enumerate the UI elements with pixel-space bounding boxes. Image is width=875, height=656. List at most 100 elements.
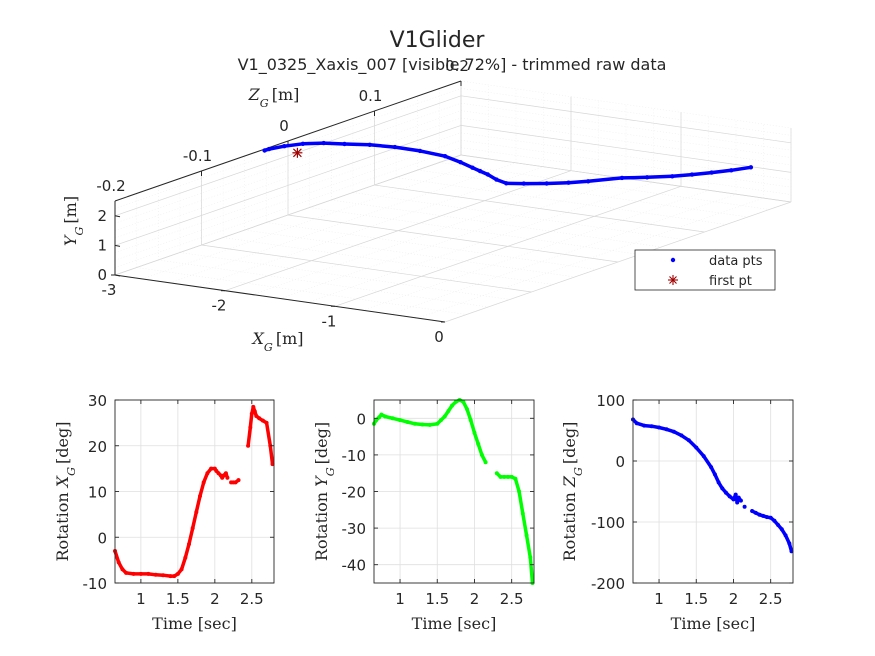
data-point-trail	[586, 176, 624, 184]
data-point	[657, 425, 661, 430]
y-tick-label: -20	[342, 484, 367, 502]
data-point	[528, 555, 533, 560]
data-point	[450, 403, 455, 408]
data-point	[198, 494, 202, 499]
data-point	[738, 498, 743, 503]
x-tick-label: 2.5	[240, 590, 264, 608]
grid-line	[114, 125, 462, 246]
data-point	[649, 424, 654, 429]
x-tick-label: 0	[434, 328, 444, 346]
data-point	[172, 574, 177, 579]
y-tick-label: -200	[591, 575, 625, 593]
data-point	[248, 425, 253, 430]
data-point	[483, 460, 488, 465]
data-point	[187, 542, 191, 547]
data-point-trail	[342, 142, 372, 147]
data-point	[225, 475, 230, 480]
data-point	[138, 571, 143, 576]
y-axis-label: Rotation XG[deg]	[53, 422, 78, 562]
data-point	[453, 399, 458, 404]
data-point	[779, 527, 784, 532]
trajectory-3d-legend: data pts first pt	[634, 249, 776, 291]
x-tick-label: 2	[470, 590, 480, 608]
data-point	[262, 148, 267, 153]
grid-line	[460, 125, 792, 173]
x-tick-label: 2.5	[759, 590, 783, 608]
data-point-trail	[670, 172, 694, 179]
data-point	[442, 414, 447, 419]
plot-area	[633, 400, 793, 583]
y-tick	[114, 274, 121, 277]
data-point	[420, 422, 425, 427]
x-tick-label: 1.5	[166, 590, 190, 608]
data-point	[720, 486, 725, 491]
data-point	[468, 418, 473, 423]
x-tick-label: 2.5	[500, 590, 524, 608]
data-point	[735, 500, 740, 505]
rotation-y-plot: 1 1.5 2 2.5 -40 -30 -20 -10 0 Time [sec] Rotation …	[312, 398, 535, 633]
z-tick-label: 0	[279, 117, 289, 135]
data-point	[524, 533, 529, 538]
data-point-trail	[321, 141, 347, 146]
data-point	[765, 515, 769, 520]
data-point	[472, 430, 477, 435]
grid-line	[114, 154, 462, 276]
data-point	[379, 412, 384, 417]
data-point-trail	[645, 174, 675, 180]
data-point	[427, 422, 432, 427]
data-point	[254, 414, 259, 418]
y-tick-label: -30	[342, 520, 367, 538]
data-point	[502, 474, 507, 479]
data-point	[709, 465, 714, 470]
data-point	[506, 474, 510, 479]
data-point	[249, 411, 254, 416]
legend-asterisk-stroke	[669, 276, 677, 284]
data-point-trail	[544, 180, 571, 186]
data-point	[236, 478, 241, 483]
x-tick-label: 2	[729, 590, 739, 608]
grid-line	[374, 184, 705, 233]
trajectory-3d-tick-labels: -3 -2 -1 0 0 1 2 -0.2 -0.1 0 0.1 0.2	[96, 57, 469, 346]
z-tick-label: 0.1	[359, 87, 383, 105]
data-point	[772, 518, 777, 523]
data-point	[124, 570, 129, 575]
data-point	[776, 523, 781, 527]
x-tick-label: 1.5	[684, 590, 708, 608]
x-tick-label: -3	[102, 281, 117, 299]
data-point	[727, 494, 732, 499]
grid-line	[114, 95, 462, 217]
data-point-trail	[418, 149, 447, 158]
data-point	[679, 433, 684, 438]
data-point	[194, 510, 199, 515]
x-tick-label: 1	[395, 590, 405, 608]
data-point-trail	[690, 170, 714, 177]
data-point	[736, 495, 741, 500]
y-tick-label: 0	[97, 529, 107, 547]
legend-dot-marker	[670, 257, 676, 263]
data-point-trail	[566, 179, 590, 185]
y-axis-label: Rotation ZG[deg]	[560, 422, 585, 562]
data-point-trail	[267, 144, 287, 151]
grid-minor-line	[266, 222, 597, 270]
z-tick-label: -0.1	[183, 147, 212, 165]
grid-line	[201, 244, 532, 293]
data-point	[223, 471, 228, 476]
grid-minor-line	[460, 139, 792, 188]
data-point	[183, 555, 188, 560]
data-point-trail	[443, 154, 463, 164]
data-point	[712, 472, 717, 477]
data-point	[465, 407, 469, 412]
z-tick-label: -0.2	[96, 177, 125, 195]
data-point	[513, 476, 518, 481]
data-point	[390, 416, 395, 421]
data-point	[787, 541, 792, 546]
x-tick-label: 2	[210, 590, 220, 608]
data-point	[398, 418, 402, 423]
data-point	[783, 533, 788, 538]
y-tick	[114, 244, 121, 247]
data-point	[252, 409, 257, 414]
x-axis-label: XG [m]	[251, 329, 304, 354]
y-tick-label: 1	[97, 236, 107, 254]
data-point	[246, 443, 251, 448]
data-point	[716, 480, 721, 485]
